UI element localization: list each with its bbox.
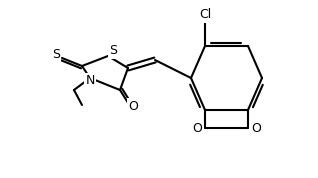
Text: S: S bbox=[109, 44, 117, 57]
Text: O: O bbox=[192, 122, 202, 135]
Text: O: O bbox=[128, 100, 138, 112]
Text: O: O bbox=[251, 122, 261, 135]
Text: N: N bbox=[85, 75, 95, 88]
Text: Cl: Cl bbox=[199, 9, 211, 22]
Text: S: S bbox=[52, 48, 60, 62]
